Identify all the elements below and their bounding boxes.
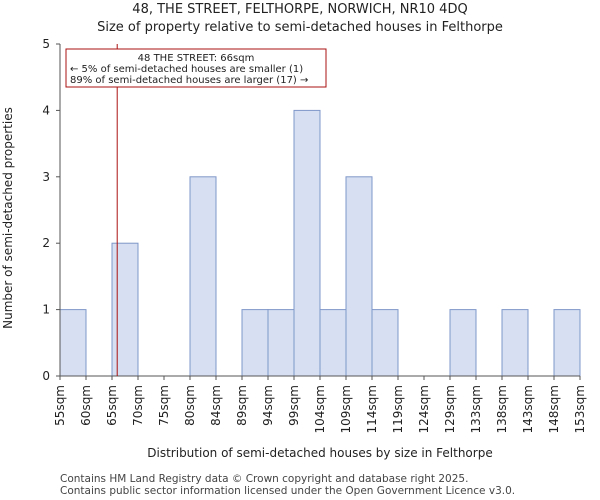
y-tick-label: 2 xyxy=(42,236,50,250)
x-tick-label: 143sqm xyxy=(521,385,535,433)
x-tick-label: 70sqm xyxy=(131,385,145,426)
y-axis-label: Number of semi-detached properties xyxy=(1,107,15,329)
y-tick-label: 1 xyxy=(42,303,50,317)
x-tick-label: 94sqm xyxy=(261,385,275,426)
bar xyxy=(319,309,347,377)
x-tick-label: 129sqm xyxy=(443,385,457,433)
annotation-title: 48 THE STREET: 66sqm xyxy=(138,53,255,64)
bar xyxy=(267,309,295,377)
bar xyxy=(241,309,269,377)
x-tick-label: 153sqm xyxy=(573,385,587,433)
x-tick-label: 55sqm xyxy=(53,385,67,426)
bar xyxy=(189,176,217,377)
footer-line-2: Contains public sector information licen… xyxy=(60,485,516,497)
bar xyxy=(371,309,399,377)
x-tick-label: 84sqm xyxy=(209,385,223,426)
x-tick-label: 89sqm xyxy=(235,385,249,426)
annotation-larger: 89% of semi-detached houses are larger (… xyxy=(70,75,308,86)
x-tick-label: 133sqm xyxy=(469,385,483,433)
y-tick-label: 5 xyxy=(42,37,50,51)
chart-subtitle: Size of property relative to semi-detach… xyxy=(97,20,503,35)
footer-line-1: Contains HM Land Registry data © Crown c… xyxy=(60,473,469,485)
y-tick-label: 0 xyxy=(42,369,50,383)
x-tick-label: 119sqm xyxy=(391,385,405,433)
bar xyxy=(553,309,581,377)
bar xyxy=(59,309,87,377)
annotation-smaller: ← 5% of semi-detached houses are smaller… xyxy=(70,64,303,75)
bar xyxy=(449,309,477,377)
x-tick-label: 60sqm xyxy=(79,385,93,426)
x-axis-label: Distribution of semi-detached houses by … xyxy=(147,446,492,460)
y-tick-label: 4 xyxy=(42,103,50,117)
x-tick-label: 65sqm xyxy=(105,385,119,426)
x-tick-label: 99sqm xyxy=(287,385,301,426)
annotation-box xyxy=(65,48,327,88)
x-tick-label: 104sqm xyxy=(313,385,327,433)
y-tick-label: 3 xyxy=(42,170,50,184)
bar xyxy=(501,309,529,377)
x-tick-label: 114sqm xyxy=(365,385,379,433)
x-tick-label: 75sqm xyxy=(157,385,171,426)
x-tick-label: 124sqm xyxy=(417,385,431,433)
x-tick-label: 80sqm xyxy=(183,385,197,426)
chart-title: 48, THE STREET, FELTHORPE, NORWICH, NR10… xyxy=(132,2,468,17)
bar xyxy=(111,242,139,377)
bar xyxy=(345,176,373,377)
x-tick-label: 138sqm xyxy=(495,385,509,433)
x-tick-label: 109sqm xyxy=(339,385,353,433)
bar xyxy=(293,109,321,377)
x-tick-label: 148sqm xyxy=(547,385,561,433)
